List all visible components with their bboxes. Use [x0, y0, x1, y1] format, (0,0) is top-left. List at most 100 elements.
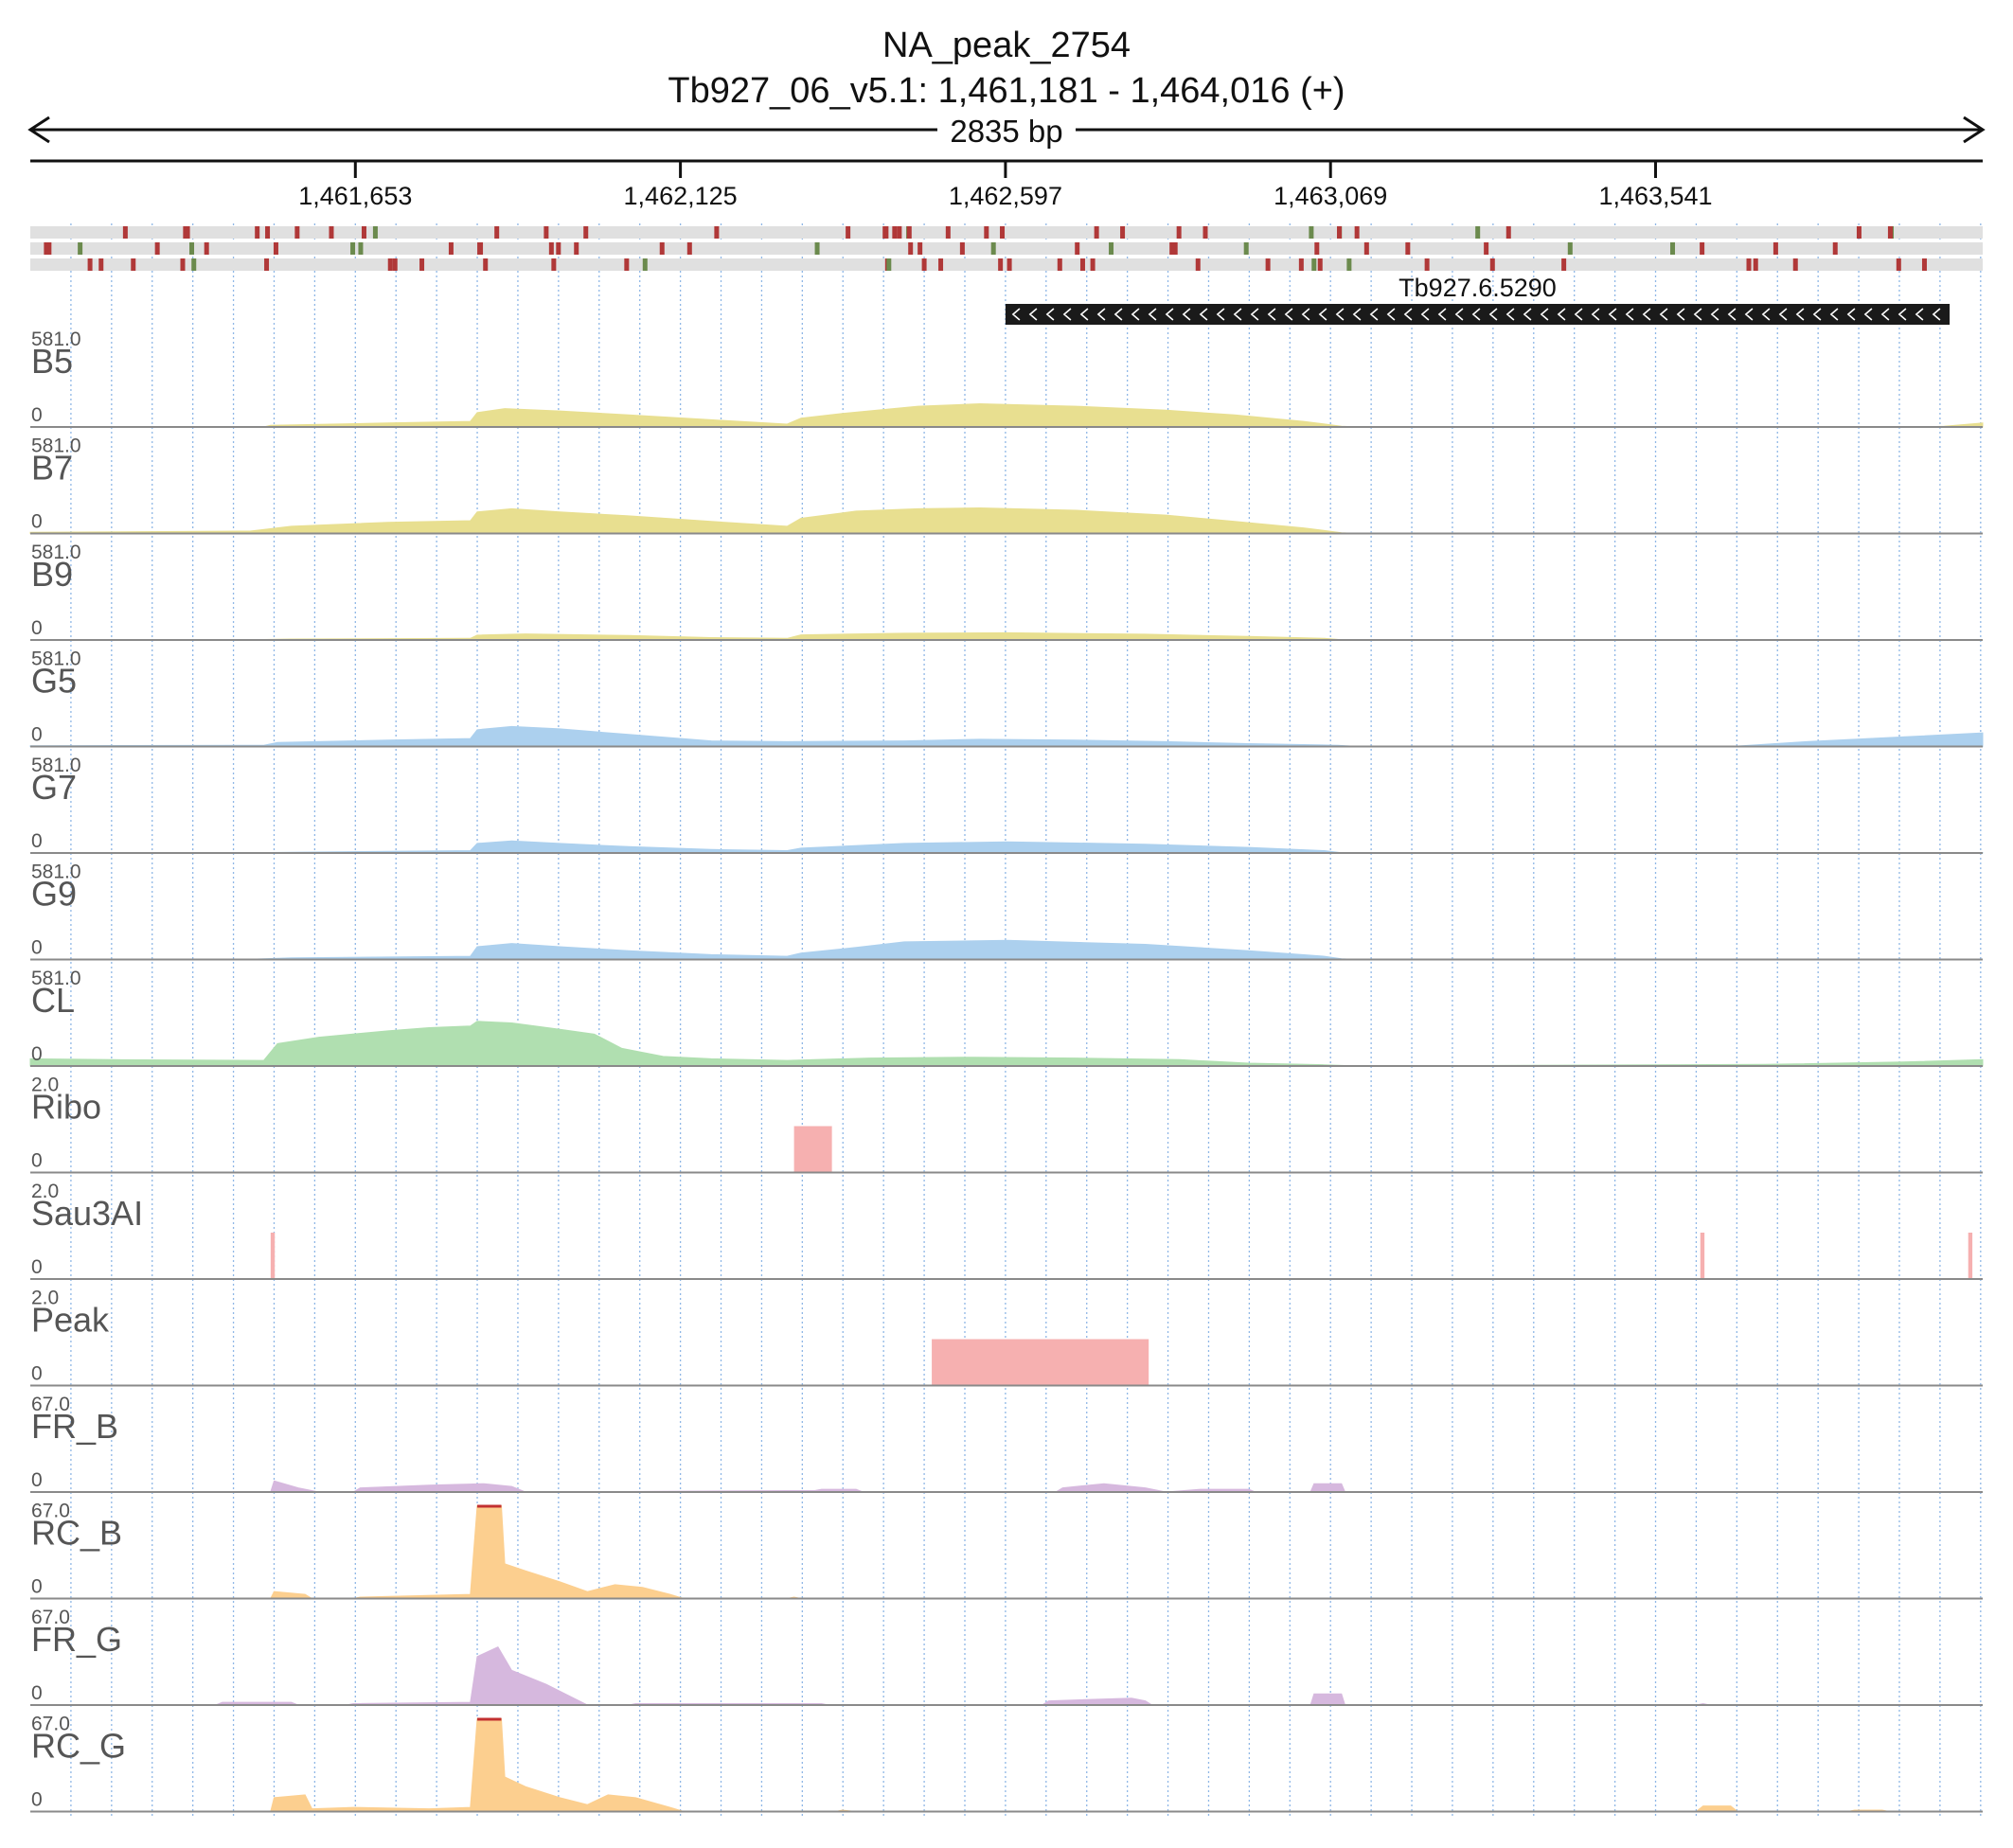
plot-title: NA_peak_2754	[882, 26, 1131, 65]
stop-codon-mark	[959, 242, 965, 255]
stop-codon-mark	[1090, 258, 1096, 271]
coverage-area	[30, 402, 1984, 428]
signal-tracks: 581.0B50581.0B70581.0B90581.0G50581.0G70…	[29, 329, 1984, 1813]
track-max-label: 2.0	[31, 1181, 59, 1202]
track-max-label: 2.0	[31, 1288, 59, 1309]
start-codon-mark	[350, 242, 356, 255]
stop-codon-mark	[180, 258, 186, 271]
track-min-label: 0	[31, 1469, 43, 1491]
axis-tick-label: 1,463,541	[1598, 182, 1712, 210]
start-codon-mark	[78, 242, 83, 255]
coverage-area	[29, 840, 1984, 854]
stop-codon-mark	[1746, 258, 1752, 271]
stop-codon-mark	[1000, 226, 1006, 239]
start-codon-mark	[990, 242, 996, 255]
track-min-label: 0	[31, 617, 43, 639]
start-codon-mark	[1346, 258, 1352, 271]
stop-codon-mark	[1120, 226, 1126, 239]
stop-codon-mark	[1057, 258, 1062, 271]
feature-block	[793, 1126, 832, 1173]
coverage-area	[29, 631, 1983, 641]
track-max-label: 581.0	[31, 755, 81, 776]
stop-codon-mark	[264, 258, 270, 271]
track-max-label: 67.0	[31, 1607, 70, 1628]
start-codon-mark	[1567, 242, 1573, 255]
stop-codon-mark	[1753, 258, 1758, 271]
start-codon-mark	[1670, 242, 1676, 255]
stop-codon-mark	[1202, 226, 1208, 239]
track-max-label: 581.0	[31, 435, 81, 457]
stop-codon-mark	[1354, 226, 1360, 239]
stop-codon-mark	[945, 226, 951, 239]
start-codon-mark	[1475, 226, 1481, 239]
track-max-label: 2.0	[31, 1075, 59, 1096]
start-codon-mark	[814, 242, 820, 255]
stop-codon-mark	[1337, 226, 1343, 239]
stop-codon-mark	[1561, 258, 1567, 271]
stop-codon-mark	[1265, 258, 1271, 271]
stop-codon-mark	[483, 258, 489, 271]
track-fr-b: 67.0FR_B 0	[30, 1394, 1983, 1493]
track-min-label: 0	[31, 1256, 43, 1278]
stop-codon-mark	[294, 226, 300, 239]
stop-codon-mark	[1700, 242, 1705, 255]
track-min-label: 0	[31, 1043, 43, 1065]
coverage-area	[29, 506, 1983, 534]
stop-codon-mark	[329, 226, 334, 239]
clipped-cap	[477, 1504, 502, 1508]
start-codon-mark	[191, 258, 197, 271]
track-name-label: FR_G	[31, 1620, 122, 1659]
stop-codon-mark	[659, 242, 665, 255]
track-name-label: RC_G	[31, 1727, 126, 1766]
stop-codon-mark	[1484, 242, 1489, 255]
stop-codon-mark	[387, 258, 393, 271]
track-min-label: 0	[31, 1576, 43, 1598]
track-min-label: 0	[31, 1789, 43, 1811]
track-max-label: 581.0	[31, 542, 81, 563]
stop-codon-mark	[131, 258, 136, 271]
stop-codon-mark	[273, 242, 278, 255]
start-codon-mark	[1309, 226, 1314, 239]
track-name-label: B7	[31, 449, 73, 488]
stop-codon-mark	[556, 242, 561, 255]
track-name-label: G9	[31, 875, 77, 914]
coverage-area	[29, 939, 1983, 960]
stop-codon-mark	[1489, 258, 1495, 271]
track-name-label: G7	[31, 768, 77, 807]
track-b7: 581.0B7 0	[29, 435, 1983, 535]
track-min-label: 0	[31, 1682, 43, 1704]
stop-codon-mark	[255, 226, 260, 239]
start-codon-mark	[358, 242, 364, 255]
stop-codon-mark	[583, 226, 589, 239]
reading-frame-2	[30, 242, 1983, 255]
track-min-label: 0	[31, 830, 43, 852]
stop-codon-mark	[714, 226, 720, 239]
stop-codon-mark	[1314, 242, 1320, 255]
stop-codon-mark	[1363, 242, 1369, 255]
stop-codon-mark	[1079, 258, 1085, 271]
coverage-area	[29, 725, 1984, 747]
stop-codon-mark	[1176, 226, 1182, 239]
coverage-area	[30, 1505, 1983, 1599]
stop-codon-mark	[98, 258, 104, 271]
track-min-label: 0	[31, 724, 43, 746]
track-cl: 581.0CL 0	[29, 968, 1984, 1067]
stop-codon-mark	[494, 226, 500, 239]
track-name-label: FR_B	[31, 1407, 118, 1446]
coverage-area	[30, 1718, 1983, 1812]
coverage-area	[30, 1480, 1983, 1493]
span-ruler: 2835 bp	[27, 112, 1986, 150]
stop-codon-mark	[938, 258, 944, 271]
feature-block	[932, 1339, 1149, 1386]
track-name-label: CL	[31, 981, 75, 1020]
stop-codon-mark	[574, 242, 579, 255]
stop-codon-mark	[998, 258, 1004, 271]
track-max-label: 581.0	[31, 968, 81, 989]
track-g9: 581.0G9 0	[29, 862, 1983, 961]
stop-codon-mark	[1075, 242, 1080, 255]
reading-frame-tracks	[30, 226, 1983, 271]
track-g5: 581.0G5 0	[29, 649, 1984, 748]
